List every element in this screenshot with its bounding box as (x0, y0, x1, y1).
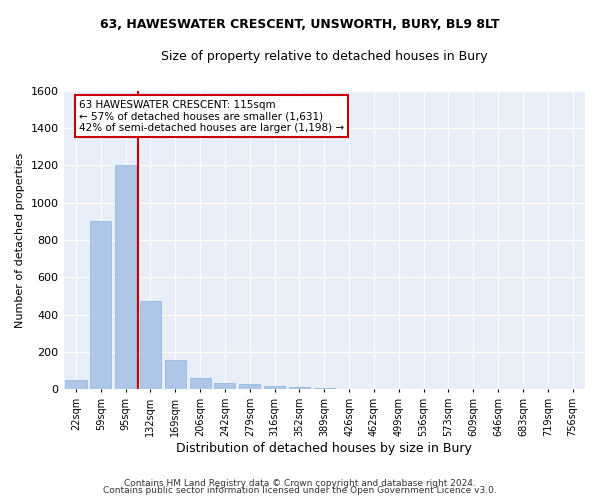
Bar (115, 166, 136, 390)
Bar (65, 380, 86, 390)
Bar (264, 386, 285, 390)
Title: Size of property relative to detached houses in Bury: Size of property relative to detached ho… (161, 50, 488, 63)
Bar (165, 360, 186, 390)
Bar (289, 388, 310, 390)
Bar (90, 222, 112, 390)
Bar (140, 300, 161, 390)
Bar (239, 384, 260, 390)
Text: 63 HAWESWATER CRESCENT: 115sqm
← 57% of detached houses are smaller (1,631)
42% : 63 HAWESWATER CRESCENT: 115sqm ← 57% of … (79, 100, 344, 132)
Y-axis label: Number of detached properties: Number of detached properties (15, 152, 25, 328)
Text: Contains HM Land Registry data © Crown copyright and database right 2024.: Contains HM Land Registry data © Crown c… (124, 478, 476, 488)
Bar (338, 389, 359, 390)
Text: Contains public sector information licensed under the Open Government Licence v3: Contains public sector information licen… (103, 486, 497, 495)
Bar (190, 378, 211, 390)
Bar (214, 383, 235, 390)
Bar (364, 389, 385, 390)
Text: 63, HAWESWATER CRESCENT, UNSWORTH, BURY, BL9 8LT: 63, HAWESWATER CRESCENT, UNSWORTH, BURY,… (100, 18, 500, 30)
Bar (314, 388, 335, 390)
X-axis label: Distribution of detached houses by size in Bury: Distribution of detached houses by size … (176, 442, 472, 455)
